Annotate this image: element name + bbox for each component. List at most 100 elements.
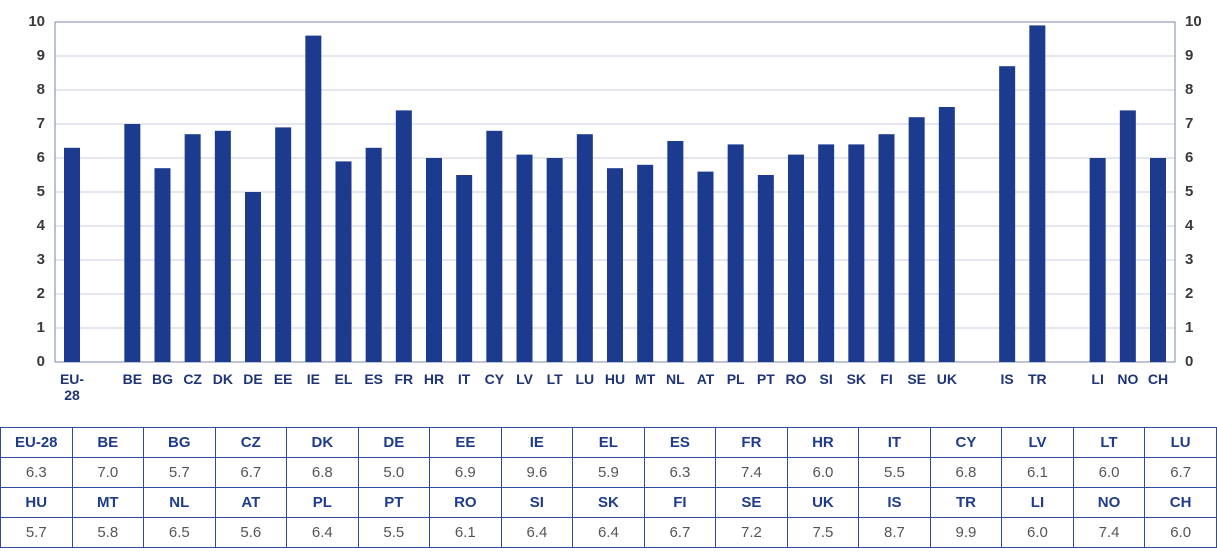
table-cell: DK bbox=[286, 427, 359, 458]
table-cell: NL bbox=[143, 487, 216, 518]
table-cell: SK bbox=[572, 487, 645, 518]
bar bbox=[426, 158, 442, 362]
table-cell: FI bbox=[643, 487, 717, 518]
bar bbox=[64, 147, 80, 362]
bar bbox=[848, 144, 865, 362]
table-cell: 8.7 bbox=[858, 517, 931, 548]
bar bbox=[788, 154, 804, 362]
table-cell: SE bbox=[715, 487, 788, 518]
table-cell: CZ bbox=[214, 427, 288, 458]
bar bbox=[938, 107, 955, 362]
table-cell: 7.5 bbox=[786, 517, 860, 548]
x-tick-label: PT bbox=[756, 371, 775, 387]
table-cell: 6.4 bbox=[572, 517, 645, 548]
table-cell: 6.4 bbox=[286, 517, 359, 548]
table-cell: 5.5 bbox=[858, 457, 931, 488]
x-tick-label: EL bbox=[334, 371, 353, 387]
y2-tick-label: 9 bbox=[1185, 47, 1193, 64]
table-cell: 6.7 bbox=[643, 517, 717, 548]
table-cell: 6.7 bbox=[1144, 457, 1217, 488]
bar bbox=[546, 158, 563, 362]
table-cell: ES bbox=[643, 427, 717, 458]
bar bbox=[245, 192, 261, 362]
table-cell: 6.0 bbox=[786, 457, 860, 488]
table-cell: AT bbox=[214, 487, 288, 518]
data-table: EU-28 BE BG CZ DK DE EE IE EL ES FR HR IT CY LV LT LU 6.3… bbox=[0, 427, 1217, 548]
table-cell: CH bbox=[1144, 487, 1217, 518]
table-cell: 6.1 bbox=[1001, 457, 1074, 488]
table-cell: IS bbox=[858, 487, 931, 518]
x-tick-label: SI bbox=[819, 371, 833, 387]
table-cell: 7.4 bbox=[715, 457, 788, 488]
table-cell: 7.4 bbox=[1072, 517, 1146, 548]
table-cell: 6.0 bbox=[1144, 517, 1217, 548]
table-cell: LI bbox=[1001, 487, 1074, 518]
bar bbox=[516, 154, 533, 362]
table-cell: 6.1 bbox=[429, 517, 502, 548]
table-cell: EU-28 bbox=[0, 427, 73, 458]
x-tick-label: UK bbox=[936, 371, 957, 387]
table-cell: TR bbox=[929, 487, 1003, 518]
bar bbox=[908, 117, 925, 362]
x-tick-label: PL bbox=[726, 371, 745, 387]
table-cell: UK bbox=[786, 487, 860, 518]
x-tick-label: IE bbox=[306, 371, 320, 387]
table-cell: 6.8 bbox=[929, 457, 1003, 488]
table-cell: 6.5 bbox=[143, 517, 216, 548]
table-cell: 5.5 bbox=[357, 517, 431, 548]
table-cell: 6.8 bbox=[286, 457, 359, 488]
table-cell: 9.6 bbox=[500, 457, 574, 488]
x-tick-label: SE bbox=[907, 371, 926, 387]
bar bbox=[727, 144, 744, 362]
x-tick-label: FR bbox=[394, 371, 414, 387]
bar bbox=[335, 161, 352, 362]
bar bbox=[697, 171, 714, 362]
y2-tick-label: 8 bbox=[1185, 81, 1193, 98]
table-cell: BE bbox=[71, 427, 145, 458]
x-tick-label: NO bbox=[1117, 371, 1139, 387]
y2-tick-label: 5 bbox=[1185, 183, 1193, 200]
table-cell: DE bbox=[357, 427, 431, 458]
bar bbox=[214, 130, 231, 362]
table-cell: 6.4 bbox=[500, 517, 574, 548]
bar bbox=[154, 168, 171, 362]
bar bbox=[184, 134, 201, 362]
table-cell: 6.3 bbox=[643, 457, 717, 488]
table-cell: EL bbox=[572, 427, 645, 458]
x-tick-label: BE bbox=[122, 371, 143, 387]
table-cell: IE bbox=[500, 427, 574, 458]
table-row: HU MT NL AT PL PT RO SI SK FI SE UK IS TR LI NO CH bbox=[0, 487, 1217, 518]
table-cell: IT bbox=[858, 427, 931, 458]
table-cell: SI bbox=[500, 487, 574, 518]
bar bbox=[1089, 158, 1106, 362]
y-tick-label: 5 bbox=[37, 183, 45, 200]
x-tick-label: TR bbox=[1027, 371, 1047, 387]
x-tick-label: LI bbox=[1091, 371, 1104, 387]
table-row: 6.3 7.0 5.7 6.7 6.8 5.0 6.9 9.6 5.9 6.3 7.4 6.0 5.5 6… bbox=[0, 457, 1217, 488]
table-cell: PT bbox=[357, 487, 431, 518]
bar bbox=[365, 147, 382, 362]
y2-tick-label: 7 bbox=[1185, 115, 1193, 132]
bar bbox=[637, 164, 654, 362]
x-tick-label: LT bbox=[546, 371, 563, 387]
y2-tick-label: 4 bbox=[1185, 217, 1194, 234]
y2-tick-label: 1 bbox=[1185, 319, 1193, 336]
y-tick-label: 4 bbox=[37, 217, 46, 234]
table-cell: RO bbox=[429, 487, 502, 518]
bar bbox=[305, 35, 322, 362]
y-tick-label: 1 bbox=[37, 319, 45, 336]
table-cell: 7.2 bbox=[715, 517, 788, 548]
bar bbox=[878, 134, 895, 362]
table-cell: CY bbox=[929, 427, 1003, 458]
table-row: EU-28 BE BG CZ DK DE EE IE EL ES FR HR IT CY LV LT LU bbox=[0, 427, 1217, 458]
table-cell: 5.9 bbox=[572, 457, 645, 488]
table-cell: 5.7 bbox=[0, 517, 73, 548]
x-tick-label: HU bbox=[604, 371, 626, 387]
x-tick-label: EU-28 bbox=[59, 371, 85, 403]
table-cell: 5.7 bbox=[143, 457, 216, 488]
x-tick-label: HR bbox=[423, 371, 445, 387]
table-cell: 5.6 bbox=[214, 517, 288, 548]
y2-tick-label: 3 bbox=[1185, 251, 1193, 268]
bar bbox=[576, 134, 593, 362]
bar bbox=[818, 144, 835, 362]
